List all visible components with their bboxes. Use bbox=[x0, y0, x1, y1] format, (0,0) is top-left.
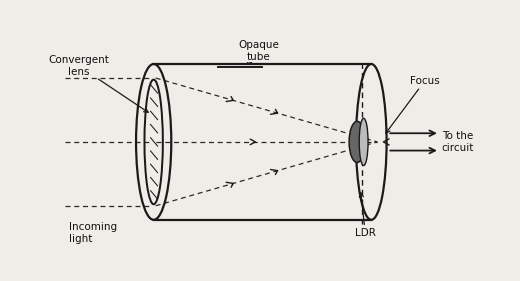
Text: To the
circuit: To the circuit bbox=[442, 131, 474, 153]
Text: Focus: Focus bbox=[386, 76, 439, 133]
Text: Convergent
lens: Convergent lens bbox=[49, 55, 148, 112]
Ellipse shape bbox=[359, 118, 368, 166]
Text: Opaque
tube: Opaque tube bbox=[238, 40, 279, 65]
Text: LDR: LDR bbox=[355, 193, 375, 238]
Ellipse shape bbox=[349, 121, 365, 162]
Text: Incoming
light: Incoming light bbox=[69, 222, 117, 244]
